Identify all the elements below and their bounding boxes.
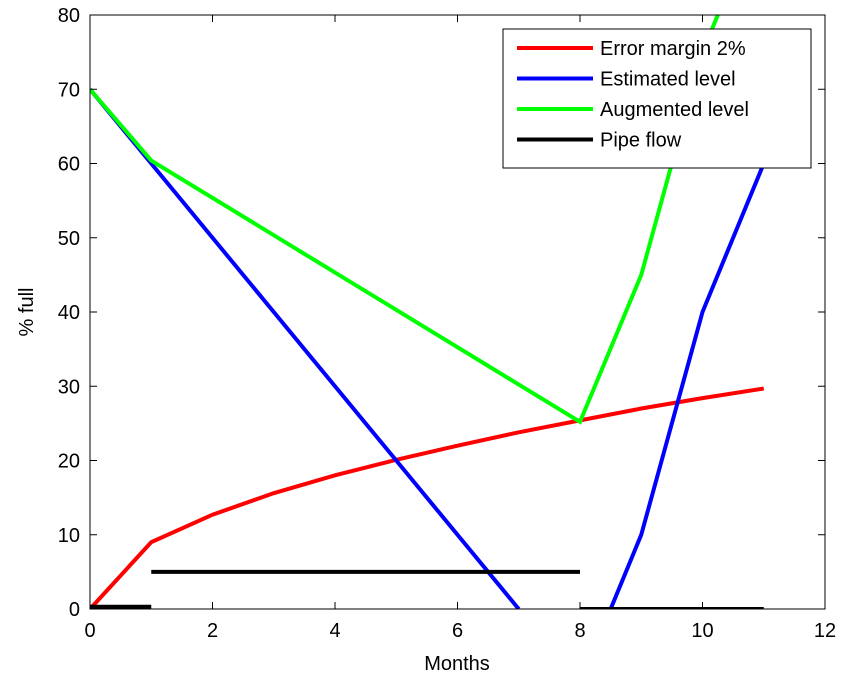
series-line-error-margin-2 <box>90 386 765 609</box>
series-line-estimated-level <box>90 87 521 609</box>
legend-label-augmented-level: Augmented level <box>600 99 749 121</box>
x-tick-label: 4 <box>329 620 340 642</box>
y-axis-title: % full <box>16 288 38 337</box>
y-tick-label: 0 <box>69 599 80 621</box>
y-tick-label: 80 <box>58 5 80 27</box>
y-tick-label: 20 <box>58 451 80 473</box>
series-line-estimated-level <box>608 162 766 609</box>
x-tick-label: 0 <box>84 620 95 642</box>
legend-label-estimated-level: Estimated level <box>600 69 736 91</box>
x-tick-label: 8 <box>574 620 585 642</box>
x-tick-label: 6 <box>452 620 463 642</box>
y-tick-label: 60 <box>58 154 80 176</box>
y-tick-label: 10 <box>58 525 80 547</box>
x-axis-title: Months <box>424 653 490 675</box>
series-layer <box>90 15 766 609</box>
x-tick-label: 2 <box>207 620 218 642</box>
ticks-layer: 0 2 4 6 8 10 12 0 10 20 30 40 50 60 70 80 <box>58 5 836 642</box>
y-tick-label: 40 <box>58 302 80 324</box>
legend: Error margin 2% Estimated level Augmented … <box>502 28 812 169</box>
legend-label-error-margin-2: Error margin 2% <box>600 38 746 60</box>
x-tick-label: 12 <box>814 620 836 642</box>
y-tick-label: 50 <box>58 228 80 250</box>
x-tick-label: 10 <box>691 620 713 642</box>
legend-box <box>502 28 812 169</box>
y-tick-label: 70 <box>58 79 80 101</box>
y-tick-label: 30 <box>58 376 80 398</box>
legend-label-pipe-flow: Pipe flow <box>600 130 682 152</box>
